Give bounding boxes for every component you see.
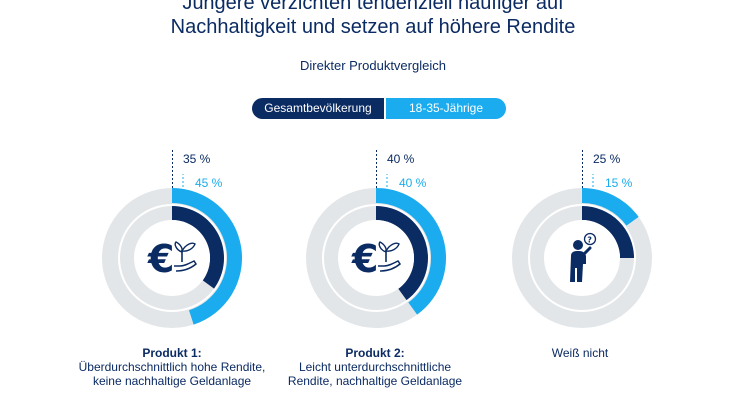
- donut-3-jung-segment: [582, 188, 639, 226]
- donut-1-gesamt-label: 35 %: [183, 152, 211, 166]
- donut-2-hand-icon: [378, 260, 401, 272]
- caption-produkt-2-name: Produkt 2:: [345, 346, 405, 360]
- caption-weiss-nicht-desc: Weiß nicht: [551, 346, 609, 360]
- donut-1-jung-segment: [172, 188, 242, 325]
- donut-2-gesamt-segment: [376, 206, 428, 301]
- person-head-icon: [573, 240, 583, 250]
- caption-weiss-nicht: Weiß nicht: [465, 346, 695, 360]
- donut-1-leaf-left-icon: [174, 241, 183, 253]
- donut-2-leaf-right-icon: [384, 242, 400, 252]
- caption-produkt-1-name: Produkt 1:: [142, 346, 202, 360]
- question-mark-icon: ?: [587, 236, 592, 245]
- donut-3-gesamt-label: 25 %: [593, 152, 621, 166]
- person-body-icon: [570, 251, 586, 282]
- donut-2-euro-icon: €: [351, 237, 378, 281]
- chart-subtitle: Direkter Produktvergleich: [300, 58, 446, 73]
- title-line-1: Jüngere verzichten tendenziell häufiger …: [182, 0, 564, 14]
- donut-2-gesamt-label: 40 %: [387, 152, 415, 166]
- donut-3-jung-label: 15 %: [605, 176, 633, 190]
- caption-produkt-1-desc-2: keine nachhaltige Geldanlage: [92, 374, 252, 388]
- title-line-2: Nachhaltigkeit und setzen auf höhere Ren…: [170, 16, 576, 38]
- donut-1-leaf-right-icon: [180, 242, 196, 252]
- donut-2-leaf-left-icon: [378, 241, 387, 253]
- caption-produkt-2: Produkt 2: Leicht unterdurchschnittliche…: [260, 346, 490, 388]
- donut-3-gesamt-segment: [582, 206, 634, 258]
- caption-produkt-2-desc-1: Leicht unterdurchschnittliche: [298, 360, 452, 374]
- donut-2-jung-segment: [376, 188, 446, 315]
- donut-2-jung-label: 40 %: [399, 176, 427, 190]
- caption-produkt-2-desc-2: Rendite, nachhaltige Geldanlage: [287, 374, 463, 388]
- question-bubble-icon: [583, 232, 597, 246]
- donut-1-hand-icon: [174, 260, 197, 272]
- donut-1-center: [134, 220, 210, 296]
- caption-produkt-1-desc-1: Überdurchschnittlich hohe Rendite,: [78, 360, 266, 374]
- legend-18-35-jaehrige: 18-35-Jährige: [384, 98, 506, 119]
- donut-2-center: [338, 220, 414, 296]
- person-arm-icon: [582, 246, 592, 256]
- donut-1-gesamt-segment: [172, 206, 224, 289]
- legend-gesamtbevoelkerung: Gesamtbevölkerung: [252, 98, 384, 119]
- donut-1-euro-icon: €: [147, 237, 174, 281]
- donut-1-jung-label: 45 %: [195, 176, 223, 190]
- caption-produkt-1: Produkt 1: Überdurchschnittlich hohe Ren…: [57, 346, 287, 388]
- legend: Gesamtbevölkerung 18-35-Jährige: [252, 98, 506, 119]
- chart-title: Jüngere verzichten tendenziell häufiger …: [0, 0, 746, 39]
